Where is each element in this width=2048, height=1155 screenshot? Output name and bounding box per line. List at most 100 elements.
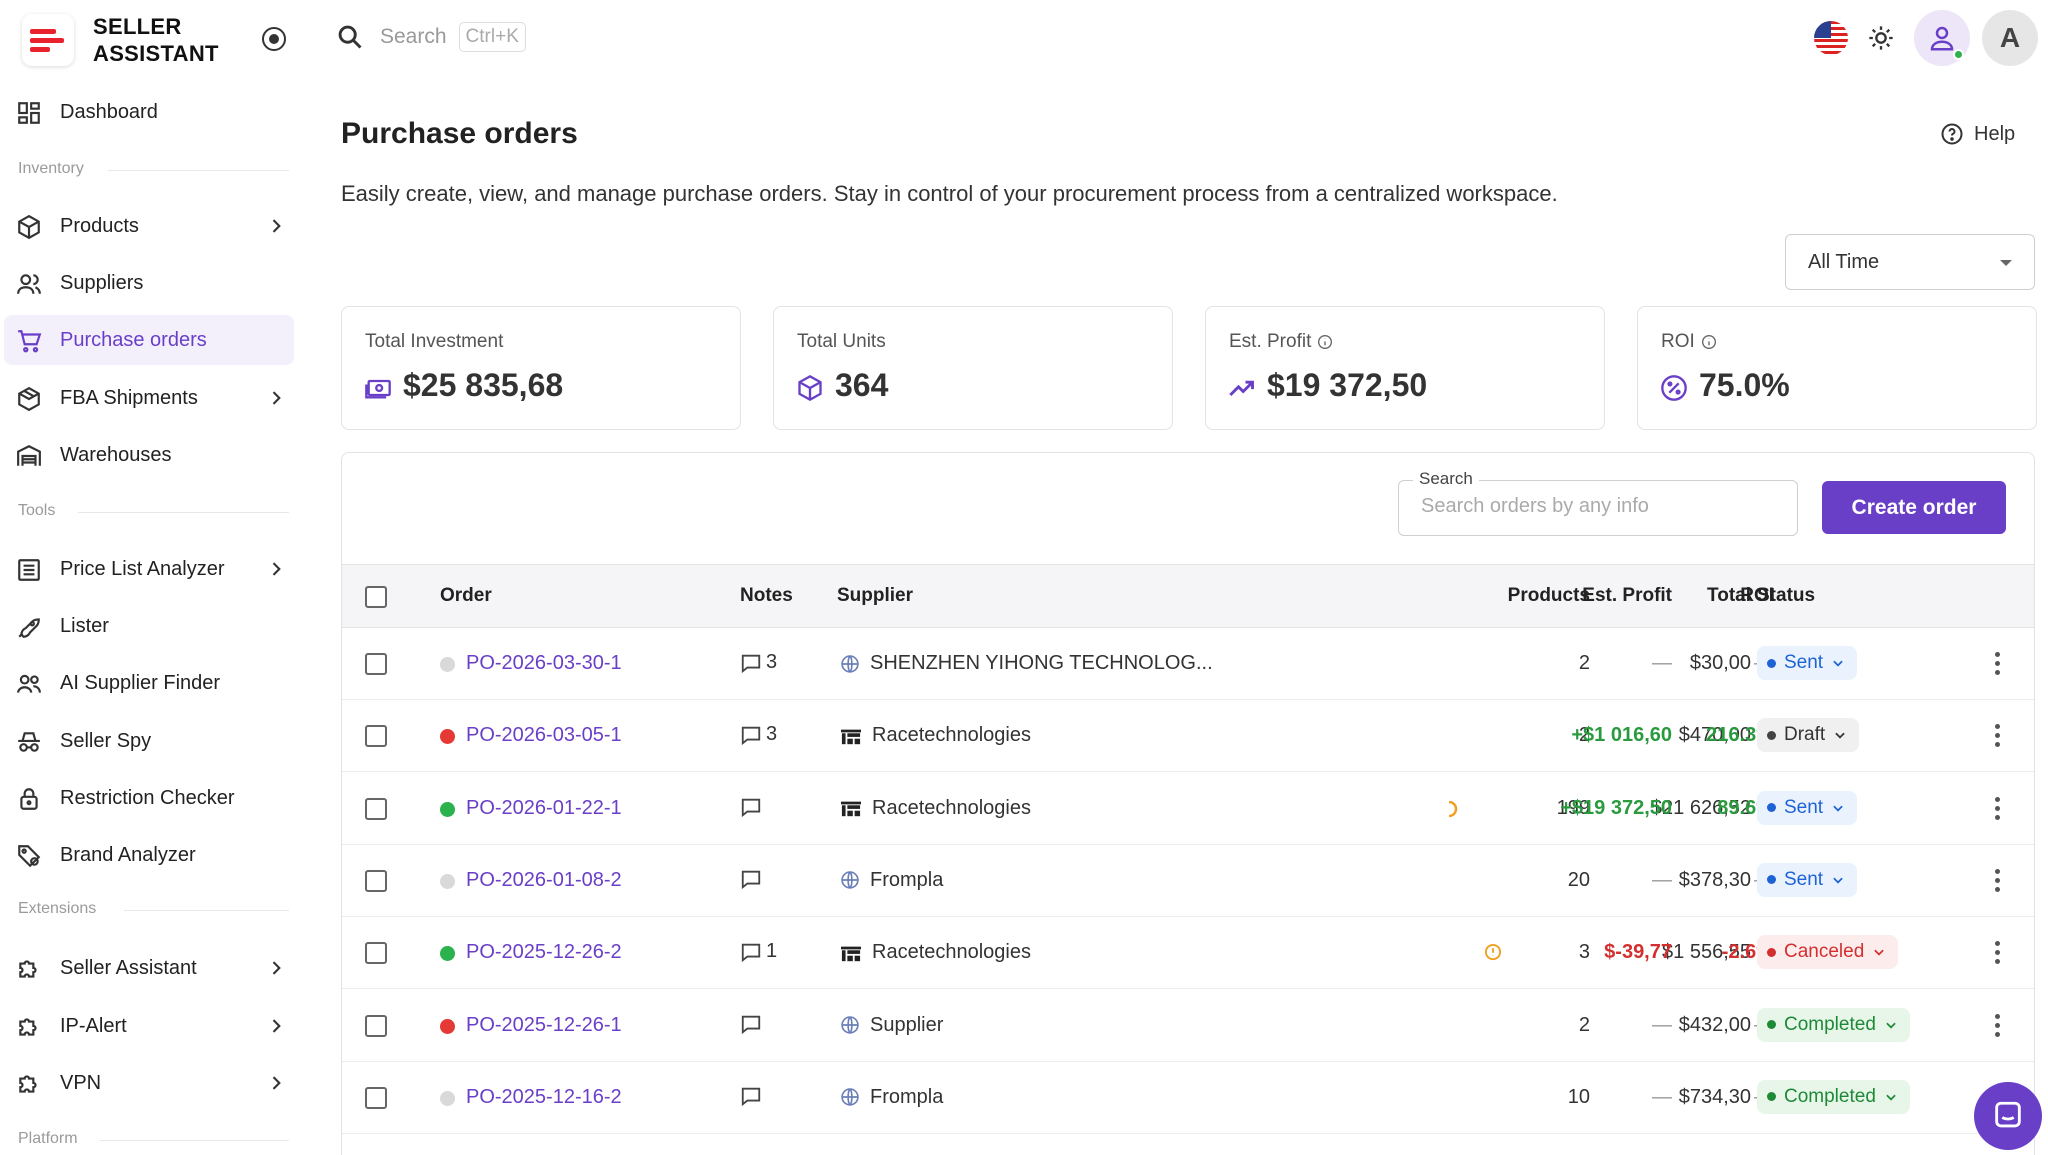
notes-cell[interactable]: 3 — [740, 651, 777, 674]
column-header-notes[interactable]: Notes — [740, 585, 793, 606]
row-checkbox[interactable] — [365, 653, 387, 675]
sidebar-item-ip-alert[interactable]: IP-Alert — [4, 1001, 294, 1051]
order-status-dot — [440, 1090, 455, 1106]
order-link[interactable]: PO-2026-01-22-1 — [466, 796, 622, 819]
row-checkbox[interactable] — [365, 942, 387, 965]
sidebar-item-products[interactable]: Products — [4, 201, 294, 251]
sidebar-item-warehouses[interactable]: Warehouses — [4, 430, 294, 480]
row-menu-button[interactable] — [1995, 941, 2001, 965]
row-menu-button[interactable] — [1995, 652, 2001, 676]
sidebar-item-dashboard[interactable]: Dashboard — [4, 87, 294, 137]
status-badge[interactable]: Draft — [1757, 718, 1860, 753]
row-menu-button[interactable] — [1995, 1013, 2001, 1038]
table-row[interactable]: PO-2026-03-30-1 3 SHENZHEN YIHONG TECHNOLO… — [342, 628, 2034, 700]
column-header-supplier[interactable]: Supplier — [837, 585, 914, 606]
sidebar-item-lister[interactable]: Lister — [4, 601, 294, 651]
column-header-total[interactable]: Total — [1707, 585, 1751, 606]
status-badge[interactable]: Completed — [1757, 1007, 1910, 1042]
sidebar-item-label: Suppliers — [60, 271, 144, 294]
order-link[interactable]: PO-2026-03-30-1 — [466, 652, 622, 674]
status-badge[interactable]: Sent — [1757, 790, 1858, 825]
sidebar-item-fba-shipments[interactable]: FBA Shipments — [4, 373, 294, 423]
notes-cell[interactable] — [740, 796, 766, 818]
notes-cell[interactable]: 1 — [740, 940, 777, 963]
order-link[interactable]: PO-2025-12-26-2 — [466, 941, 622, 964]
supplier-name: Racetechnologies — [872, 724, 1031, 747]
search-shortcut: Ctrl+K — [458, 22, 526, 52]
order-link[interactable]: PO-2026-03-05-1 — [466, 724, 622, 747]
column-header-roi[interactable]: ROI — [1740, 585, 1774, 606]
order-link[interactable]: PO-2025-12-26-1 — [466, 1013, 622, 1036]
notes-cell[interactable] — [740, 1013, 766, 1035]
row-checkbox[interactable] — [365, 1086, 387, 1109]
info-icon[interactable] — [1317, 334, 1333, 350]
orders-search-input[interactable] — [1421, 495, 1781, 518]
order-total: $30,00 — [1689, 652, 1751, 674]
chat-icon — [1995, 1101, 2021, 1128]
sidebar-item-restriction-checker[interactable]: Restriction Checker — [4, 773, 294, 823]
sidebar-item-brand-analyzer[interactable]: Brand Analyzer — [4, 830, 294, 880]
chat-launcher-button[interactable] — [1974, 1082, 2042, 1150]
row-checkbox[interactable] — [365, 797, 387, 820]
sidebar-item-ai-supplier-finder[interactable]: AI Supplier Finder — [4, 658, 294, 708]
ai-users-icon — [17, 674, 41, 693]
sidebar-item-price-list-analyzer[interactable]: Price List Analyzer — [4, 544, 294, 594]
supplier-cell: Supplier — [840, 1014, 943, 1037]
sidebar-item-purchase-orders[interactable]: Purchase orders — [4, 315, 294, 365]
column-header-order[interactable]: Order — [440, 585, 492, 606]
theme-toggle[interactable] — [1860, 17, 1902, 59]
section-divider — [108, 170, 289, 171]
table-row[interactable]: PO-2025-12-26-2 1 Racetechnologies 3 $1 556,… — [342, 917, 2034, 990]
orders-search-field[interactable]: Search — [1398, 469, 1798, 536]
global-search[interactable]: Search Ctrl+K — [336, 22, 526, 52]
sidebar-toggle-icon[interactable] — [262, 27, 286, 51]
create-order-button[interactable]: Create order — [1822, 481, 2006, 534]
info-icon[interactable] — [1701, 334, 1717, 350]
sidebar: SELLER ASSISTANT Dashboard Inventory Pro… — [0, 0, 305, 1155]
us-flag-icon[interactable] — [1814, 21, 1848, 55]
status-badge[interactable]: Completed — [1757, 1079, 1910, 1114]
help-link[interactable]: Help — [1940, 122, 2015, 146]
table-row[interactable]: PO-2025-12-26-1Supplier2$432,00——Complet… — [342, 990, 2034, 1062]
table-row[interactable]: PO-2026-01-22-1 Racetechnologies 199 $21 62… — [342, 773, 2034, 845]
order-link[interactable]: PO-2025-12-16-2 — [466, 1085, 622, 1108]
select-all-checkbox[interactable] — [365, 586, 387, 608]
est-profit: — — [1652, 1085, 1672, 1108]
table-row[interactable]: PO-2025-12-16-2Frompla10$734,30——Complet… — [342, 1062, 2034, 1134]
column-header-est-profit[interactable]: Est. Profit — [1582, 585, 1672, 606]
sidebar-item-label: Dashboard — [60, 100, 158, 123]
sidebar-item-label: AI Supplier Finder — [60, 671, 221, 694]
sidebar-item-seller-assistant[interactable]: Seller Assistant — [4, 943, 294, 993]
list-icon — [18, 559, 40, 581]
status-badge[interactable]: Sent — [1757, 862, 1858, 897]
notes-cell[interactable] — [740, 1085, 766, 1107]
row-checkbox[interactable] — [365, 1014, 387, 1037]
brand[interactable]: SELLER ASSISTANT — [22, 13, 219, 67]
sidebar-item-suppliers[interactable]: Suppliers — [4, 258, 294, 308]
column-header-products[interactable]: Products — [1507, 585, 1590, 606]
notes-cell[interactable]: 3 — [740, 723, 777, 746]
notes-cell[interactable] — [740, 868, 766, 890]
sidebar-item-label: Purchase orders — [60, 328, 207, 351]
sidebar-item-vpn[interactable]: VPN — [4, 1058, 294, 1108]
row-checkbox[interactable] — [365, 725, 387, 748]
supplier-cell: Frompla — [840, 869, 943, 892]
row-checkbox[interactable] — [365, 869, 387, 892]
row-menu-button[interactable] — [1995, 724, 2001, 748]
account-button[interactable] — [1914, 10, 1970, 66]
order-link[interactable]: PO-2026-01-08-2 — [466, 868, 622, 891]
column-header-status[interactable]: Status — [1757, 585, 1816, 606]
status-badge[interactable]: Canceled — [1757, 935, 1899, 970]
status-badge[interactable]: Sent — [1757, 646, 1858, 680]
row-menu-button[interactable] — [1995, 868, 2001, 893]
row-menu-button[interactable] — [1995, 796, 2001, 821]
period-select[interactable]: All Time — [1785, 234, 2035, 290]
section-title-extensions: Extensions — [18, 900, 97, 917]
table-row[interactable]: PO-2026-03-05-1 3 Racetechnologies 2 $470,00… — [342, 700, 2034, 773]
brand-name-line2: ASSISTANT — [93, 41, 219, 66]
status-dot — [1767, 1020, 1776, 1029]
est-profit: +$19 372,50 — [1560, 796, 1672, 819]
sidebar-item-seller-spy[interactable]: Seller Spy — [4, 716, 294, 766]
avatar[interactable]: A — [1982, 10, 2038, 66]
